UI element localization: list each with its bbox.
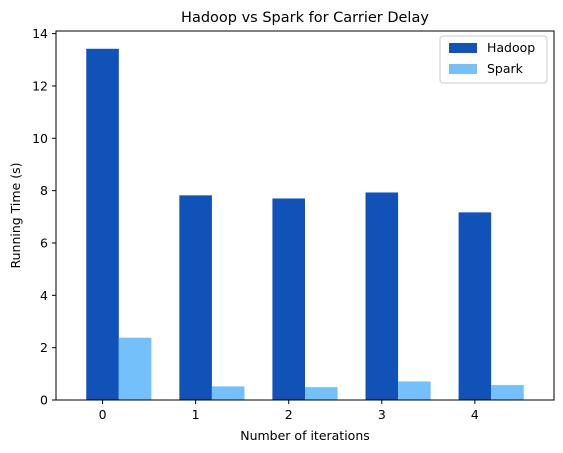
plot-frame: [55, 30, 555, 401]
y-axis-label: Running Time (s): [8, 162, 23, 268]
x-tick-label-4: 4: [471, 407, 479, 422]
bar-spark-1: [211, 386, 245, 400]
y-tick-label-10: 10: [32, 131, 48, 146]
bar-hadoop-3: [365, 192, 399, 400]
bar-hadoop-4: [458, 212, 492, 400]
y-tick-label-2: 2: [40, 340, 48, 355]
bar-hadoop-2: [272, 198, 305, 400]
legend-label-hadoop: Hadoop: [487, 40, 535, 55]
legend-label-spark: Spark: [487, 61, 524, 76]
x-axis-ticks: 0 1 2 3 4: [99, 400, 479, 422]
y-tick-label-14: 14: [32, 26, 48, 41]
legend-swatch-hadoop: [449, 43, 477, 53]
y-tick-label-6: 6: [40, 235, 48, 250]
x-tick-label-2: 2: [285, 407, 293, 422]
bar-spark-0: [118, 337, 152, 400]
x-tick-label-0: 0: [99, 407, 107, 422]
legend-swatch-spark: [449, 64, 477, 74]
bar-spark-3: [398, 381, 431, 400]
y-axis-ticks: 0 2 4 6 8 10 12 14: [32, 26, 56, 408]
plot-area: [86, 48, 524, 400]
y-tick-label-4: 4: [40, 288, 48, 303]
bar-spark-4: [491, 385, 524, 400]
bar-hadoop-1: [179, 195, 212, 400]
x-tick-label-1: 1: [192, 407, 200, 422]
x-axis-label: Number of iterations: [240, 428, 370, 443]
x-tick-label-3: 3: [378, 407, 386, 422]
legend: Hadoop Spark: [439, 35, 548, 84]
y-tick-label-8: 8: [40, 183, 48, 198]
y-tick-label-0: 0: [40, 393, 48, 408]
chart-title: Hadoop vs Spark for Carrier Delay: [181, 10, 429, 26]
bar-hadoop-0: [86, 48, 119, 400]
bar-spark-2: [305, 387, 338, 400]
y-tick-label-12: 12: [32, 78, 48, 93]
